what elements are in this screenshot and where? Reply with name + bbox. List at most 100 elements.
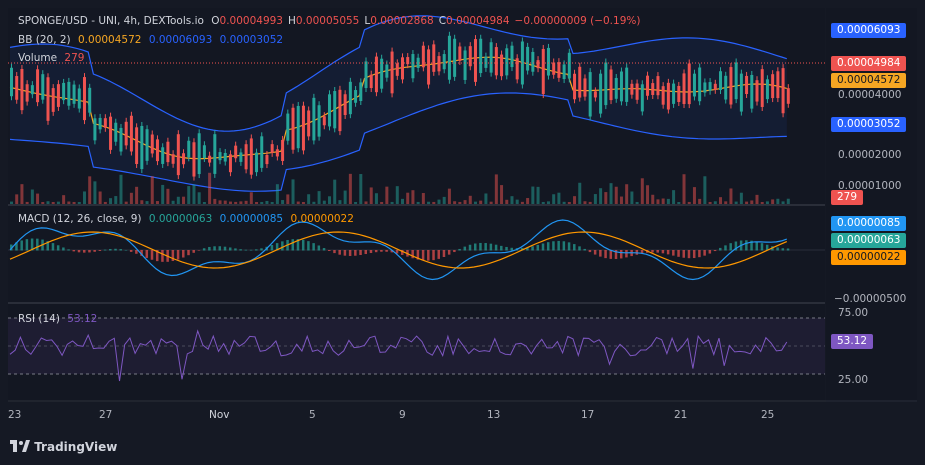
candle-body [46,77,50,121]
volume-bar [588,201,592,204]
rsi-legend-value: 53.12 [67,313,98,325]
candle-body [505,48,509,76]
volume-value: 279 [64,52,85,64]
macd-histogram-bar [56,245,60,251]
candle-body [588,72,592,117]
candle-body [129,115,133,152]
volume-bar [197,192,201,204]
pane-separator[interactable] [8,302,825,304]
candle-body [755,80,759,102]
volume-bar [640,178,644,204]
candle-body [93,118,97,141]
candle-body [374,56,378,93]
candle-body [437,56,441,72]
time-axis-tick: 23 [8,409,22,421]
macd-histogram-bar [328,250,331,251]
volume-legend[interactable]: Volume 279 [18,52,88,64]
last-price-tag: 0.00004984 [831,56,907,71]
candle-body [182,153,186,165]
volume-bar [531,186,535,204]
candle-body [536,60,540,69]
volume-bar [781,201,785,204]
candle-body [604,62,608,106]
candle-body [562,64,566,80]
candle-body [343,94,347,116]
symbol-legend[interactable]: SPONGE/USD - UNI, 4h, DEXTools.io O0.000… [18,15,648,27]
volume-bar [442,196,446,204]
macd-histogram-bar [750,240,753,251]
volume-bar [244,200,248,204]
tradingview-logo[interactable]: TradingView [10,440,117,454]
macd-histogram-bar [281,241,284,251]
candle-body [625,67,629,102]
candle-body [573,73,577,100]
macd-histogram-bar [390,250,394,253]
candle-body [416,57,420,68]
candle-body [630,83,634,95]
macd-axis-tick: −0.00000500 [834,293,907,305]
volume-bar [62,195,66,204]
candle-body [458,46,462,61]
macd-histogram-bar [359,250,362,256]
macd-histogram-bar [421,250,425,261]
macd-histogram-bar [719,247,722,251]
macd-histogram-bar [275,243,279,251]
candle-body [244,144,248,170]
rsi-legend[interactable]: RSI (14) 53.12 [18,313,101,325]
volume-bar [739,192,743,204]
volume-bar [380,201,384,204]
volume-bar [557,192,561,204]
volume-bar [765,201,769,204]
pane-separator[interactable] [8,204,825,206]
candle-body [614,77,618,99]
volume-bar [93,181,97,204]
volume-bar [437,199,441,204]
candle-body [515,58,519,80]
macd-histogram-bar [473,243,477,251]
macd-histogram-bar [129,250,133,252]
candle-body [281,139,285,162]
volume-bar [312,201,316,204]
candle-body [10,67,13,97]
volume-bar [56,201,60,204]
volume-bar [114,196,118,204]
macd-histogram-bar [552,241,555,251]
candle-body [390,51,394,94]
macd-histogram-bar [228,247,232,251]
time-axis-tick: 25 [761,409,775,421]
volume-bar [202,201,206,204]
macd-histogram-bar [703,250,706,256]
candle-body [719,71,723,91]
macd-histogram-bar [489,243,493,251]
volume-bar [10,201,13,204]
candle-body [20,69,24,111]
volume-bar [166,188,170,204]
volume-bar [526,198,530,204]
macd-histogram-bar [729,243,732,251]
rsi-axis-tick: 75.00 [838,307,869,319]
candle-body [338,89,342,132]
volume-bar [406,192,410,204]
candle-body [432,44,436,72]
time-axis-tick: 21 [674,409,688,421]
rsi-pane[interactable] [8,304,825,400]
volume-tag: 279 [831,190,864,205]
macd-histogram-bar [385,250,388,252]
candle-body [145,129,149,161]
macd-histogram-bar [364,250,368,255]
macd-histogram-bar [109,248,112,251]
macd-legend[interactable]: MACD (12, 26, close, 9) 0.00000063 0.000… [18,213,358,225]
bb-legend[interactable]: BB (20, 2) 0.00004572 0.00006093 0.00003… [18,34,287,46]
time-axis-tick: 5 [309,409,316,421]
macd-histogram-bar [374,250,378,253]
macd-histogram-bar [713,250,717,252]
ohlc-values: O0.00004993 H0.00005055 L0.00002868 C0.0000… [211,15,641,27]
volume-bar [171,200,175,204]
macd-histogram-bar [447,250,451,255]
candle-body [275,149,279,157]
candle-body [202,145,206,159]
volume-bar [552,194,556,204]
candle-body [36,69,40,103]
macd-histogram-bar [307,241,310,251]
macd-histogram-bar [505,246,508,251]
